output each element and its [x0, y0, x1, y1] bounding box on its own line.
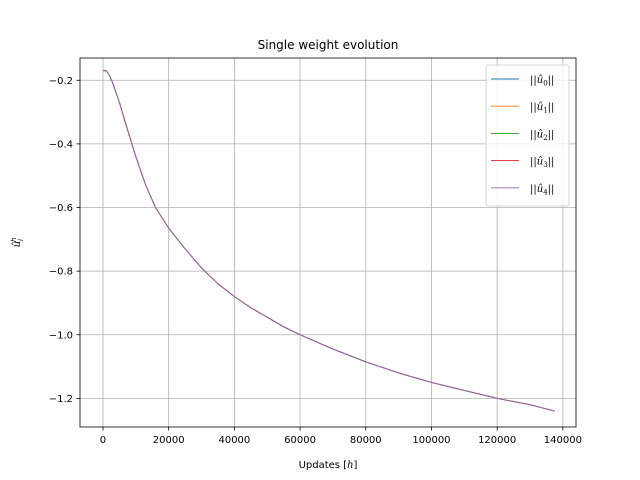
chart-title: Single weight evolution [258, 38, 399, 52]
x-tick-label: 20000 [153, 435, 185, 446]
plot-area-frame [79, 57, 577, 428]
series-line-4 [102, 70, 555, 412]
x-tick-label: 60000 [284, 435, 316, 446]
y-tick-label: −0.4 [49, 139, 73, 150]
x-tick-label: 40000 [218, 435, 250, 446]
y-axis-label: ûih [10, 238, 25, 248]
legend-label-0: ||û0|| [530, 75, 554, 88]
x-tick-label: 100000 [412, 435, 450, 446]
y-tick-label: −0.2 [49, 76, 73, 87]
x-tick-label: 140000 [544, 435, 582, 446]
x-tick-label: 120000 [478, 435, 516, 446]
legend-label-1: ||û1|| [530, 102, 554, 115]
series-lines [102, 70, 555, 412]
grid-lines [80, 58, 576, 427]
y-tick-label: −0.6 [49, 203, 73, 214]
legend-box [485, 64, 570, 207]
legend-label-2: ||û2|| [530, 129, 554, 142]
x-tick-label: 80000 [350, 435, 382, 446]
x-axis-label: Updates [h] [299, 460, 358, 471]
legend-label-4: ||û4|| [530, 184, 554, 197]
y-tick-label: −1.0 [49, 330, 73, 341]
legend: ||û0|| ||û1|| ||û2|| ||û3|| ||û4|| [485, 64, 570, 207]
x-tick-label: 0 [100, 435, 106, 446]
y-tick-label: −0.8 [49, 267, 73, 278]
y-tick-label: −1.2 [49, 394, 73, 405]
legend-label-3: ||û3|| [530, 157, 554, 170]
axis-ticks: 0 20000 40000 60000 80000 100000 120000 140000 −… [49, 76, 582, 446]
